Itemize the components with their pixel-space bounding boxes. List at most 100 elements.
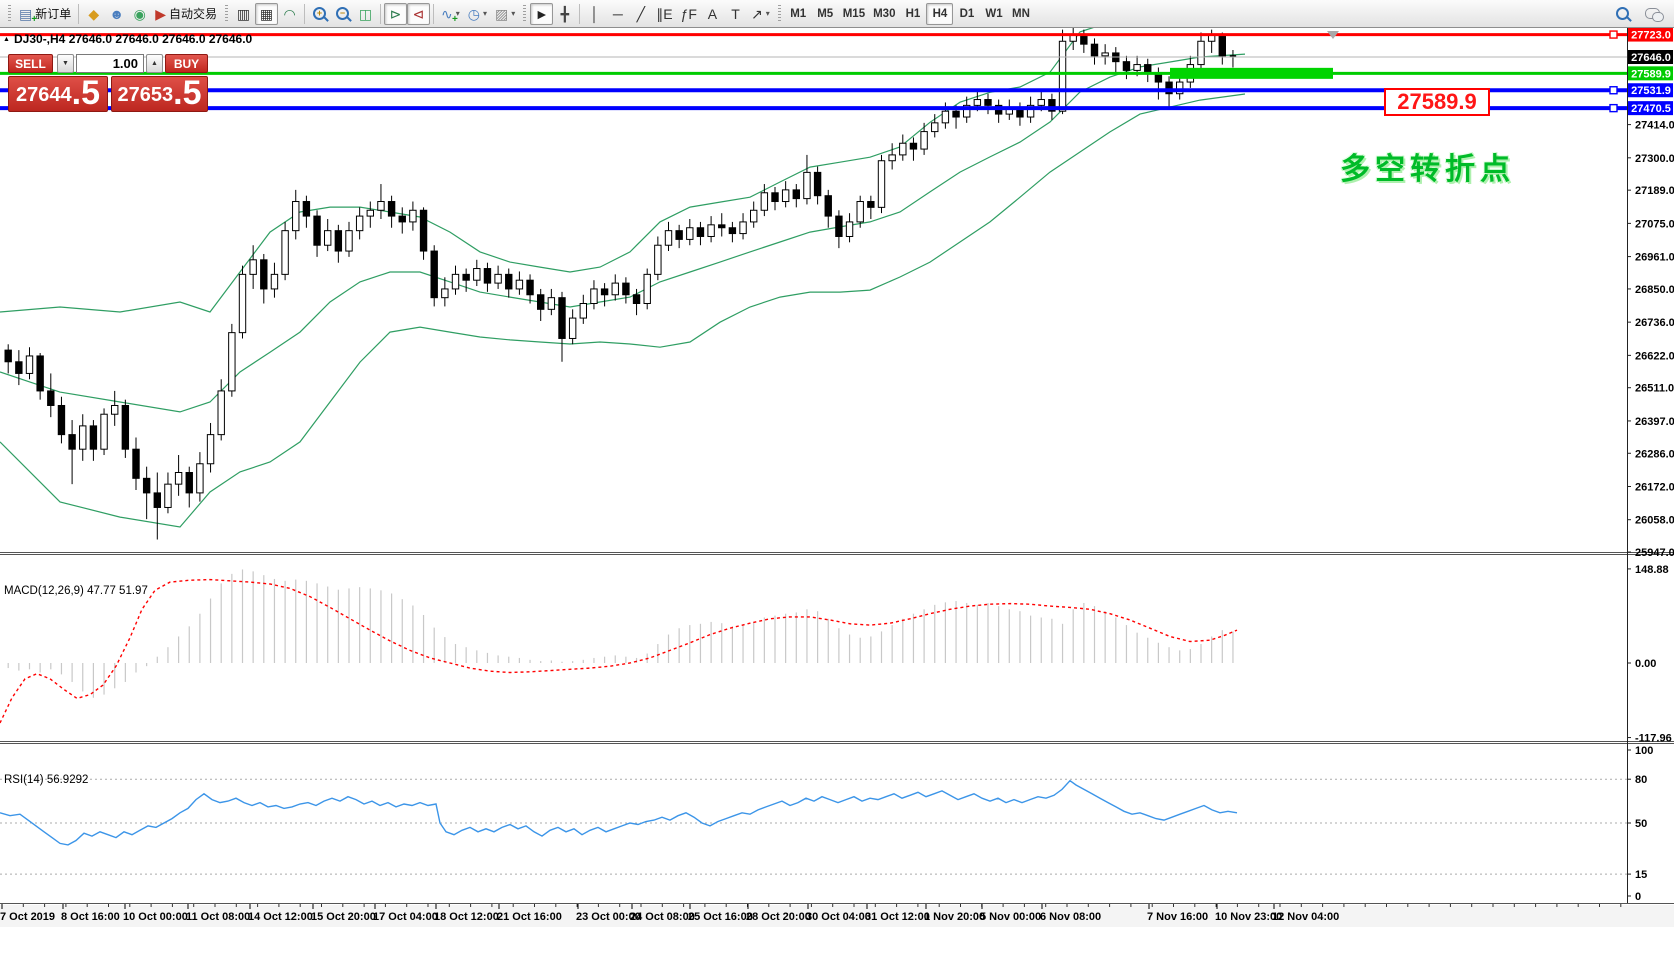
svg-text:10 Oct 00:00: 10 Oct 00:00 [123,911,188,923]
horizontal-line-button[interactable]: ─ [606,3,629,25]
line-handle[interactable] [1609,30,1618,39]
equidistant-channel-button[interactable]: ∥E [652,3,676,25]
arrows-button[interactable]: ↗ ▾ [747,3,774,25]
zoom-in-button[interactable] [308,3,331,25]
svg-text:148.88: 148.88 [1635,564,1669,576]
volume-decrease-button[interactable]: ▼ [57,54,74,73]
buy-button[interactable]: BUY [165,54,208,73]
zoom-in-icon [313,7,327,20]
toolbar-right [1616,7,1670,22]
timeframe-h4-button[interactable]: H4 [926,2,954,25]
ask-price-main: 27653 [117,84,174,106]
vertical-line-button[interactable]: │ [583,3,606,25]
candle [867,201,875,208]
bar-chart-button[interactable]: ▥ [232,3,255,25]
line-chart-button[interactable]: ◠ [278,3,301,25]
timeframe-h1-button[interactable]: H1 [905,7,921,20]
candle [206,434,215,465]
trendline-button[interactable]: ╱ [629,3,652,25]
svg-text:26961.0: 26961.0 [1635,252,1674,264]
autotrading-button[interactable]: ▶ 自动交易 [151,3,221,25]
signals-button[interactable]: ◉ [128,3,151,25]
price-level-callout[interactable]: 27589.9 [1384,88,1490,116]
candle [1080,34,1088,45]
candle [771,192,779,203]
profile-button[interactable]: ☻ [105,3,128,25]
toolbar-separator [304,3,306,24]
candle [941,110,950,124]
zoom-out-button[interactable] [331,3,354,25]
line-handle[interactable] [1609,86,1618,95]
candlestick-chart-button[interactable]: ▦ [255,2,279,25]
cursor-button[interactable]: ► [530,2,554,25]
toolbar-separator [579,3,581,24]
toolbar-separator [78,3,80,24]
chevron-down-icon: ▾ [511,9,516,18]
templates-button[interactable]: ▨ ▾ [491,3,519,25]
candle [1218,34,1226,57]
candle [952,110,960,118]
svg-text:50: 50 [1635,818,1647,830]
line-handle[interactable] [1609,103,1618,113]
timeframe-d1-button[interactable]: D1 [959,7,975,20]
svg-text:26397.0: 26397.0 [1635,416,1674,428]
auto-scroll-button[interactable]: ⊳ [384,2,408,25]
periods-button[interactable]: ◷ ▾ [464,3,491,25]
timeframe-m5-button[interactable]: M5 [817,7,834,20]
fibonacci-button[interactable]: ƒF [677,3,701,25]
bid-price-box[interactable]: 27644.5 [8,76,108,112]
rsi-line [0,779,1238,846]
timeframe-m30-button[interactable]: M30 [873,7,896,20]
svg-text:31 Oct 12:00: 31 Oct 12:00 [865,911,930,923]
turning-point-annotation[interactable]: 多空转折点 [1340,153,1515,186]
sell-button[interactable]: SELL [8,54,53,73]
timeframe-m15-button[interactable]: M15 [842,7,866,20]
candle [451,273,460,290]
timeframe-m1-button[interactable]: M1 [790,7,807,20]
vertical-line-icon: │ [590,5,600,22]
ask-price-box[interactable]: 27653.5 [111,76,208,112]
highlight-zone[interactable] [1170,67,1333,79]
candle [505,273,513,290]
text-button[interactable]: A [701,3,724,25]
candle [877,160,886,208]
chart-title: DJ30-,H4 27646.0 27646.0 27646.0 27646.0 [14,32,253,46]
candle [696,227,705,237]
svg-text:26286.0: 26286.0 [1635,448,1674,460]
chart-canvas[interactable]: 27414.0 27300.0 27189.0 27075.0 26961.0 26850… [0,0,1674,927]
svg-text:26736.0: 26736.0 [1635,317,1674,329]
svg-text:6 Nov 08:00: 6 Nov 08:00 [1040,911,1101,923]
toolbar-separator [433,3,435,24]
templates-icon: ▨ [495,5,509,22]
candle [1207,34,1216,42]
panel-collapse-icon[interactable]: ▲ [3,36,10,43]
candle [238,273,247,334]
volume-input[interactable] [77,55,143,72]
svg-text:27470.5: 27470.5 [1631,103,1671,115]
rsi-panel[interactable] [0,778,1627,875]
volume-increase-button[interactable]: ▲ [146,54,163,73]
text-label-button[interactable]: T [724,3,747,25]
candle [824,195,832,217]
price-axis[interactable]: 27414.0 27300.0 27189.0 27075.0 26961.0 26850… [1627,120,1674,903]
search-icon[interactable] [1616,7,1629,20]
new-order-button[interactable]: ▤新订单 [15,3,75,25]
macd-panel[interactable] [0,569,1238,724]
bollinger-lower [0,93,1246,528]
candle [845,221,854,237]
bollinger-middle [0,53,1246,413]
autotrading-button-label: 自动交易 [169,7,218,21]
indicators-button[interactable]: ∿▾ [437,3,464,25]
timeframe-w1-button[interactable]: W1 [985,7,1003,20]
ask-price-frac: .5 [173,74,202,112]
timeframe-mn-button[interactable]: MN [1012,7,1030,20]
crosshair-button[interactable]: ╋ [553,3,576,25]
svg-text:27531.9: 27531.9 [1631,85,1671,97]
svg-text:26850.0: 26850.0 [1635,284,1674,296]
chat-icon[interactable] [1645,8,1664,22]
tile-windows-button[interactable]: ◫ [354,3,377,25]
metaeditor-button[interactable]: ◆ [82,3,105,25]
chart-shift-button[interactable]: ⊲ [407,2,431,25]
